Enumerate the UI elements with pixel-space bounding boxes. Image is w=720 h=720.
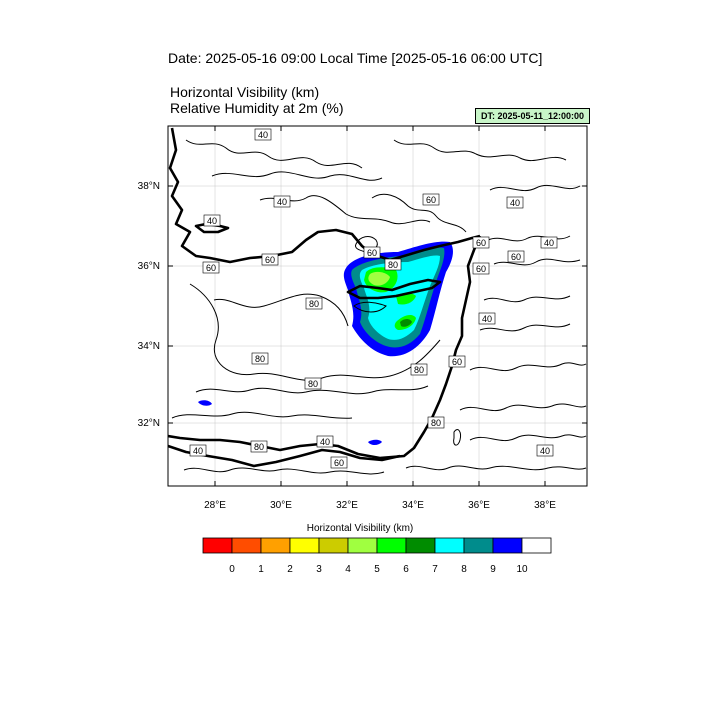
contour-label: 80 [254,442,264,452]
contour-label: 60 [265,255,275,265]
contour-label: 60 [476,238,486,248]
contour-label: 60 [511,252,521,262]
contour-label: 60 [334,458,344,468]
colorbar-swatch [202,537,233,554]
field-title-visibility: Horizontal Visibility (km) [170,84,320,100]
lon-label: 34°E [402,500,424,511]
lat-label: 36°N [138,261,160,272]
colorbar-swatch [318,537,349,554]
contour-label: 80 [414,365,424,375]
lon-label: 36°E [468,500,490,511]
longitude-labels: 28°E 30°E 32°E 34°E 36°E 38°E [204,500,556,511]
contour-label: 40 [482,314,492,324]
map-plot-area: 40 40 40 60 40 40 60 60 60 80 60 60 80 4… [168,126,587,486]
humidity-contours [171,139,587,475]
map-frame [167,125,588,487]
colorbar-swatch [260,537,291,554]
contour-label: 60 [452,357,462,367]
contour-label: 60 [206,263,216,273]
contour-label: 60 [367,248,377,258]
colorbar-swatch [347,537,378,554]
axis-ticks [168,126,587,486]
contour-label: 40 [540,446,550,456]
colorbar-swatch [231,537,262,554]
colorbar-tick-label: 1 [258,564,264,575]
contour-label: 80 [431,418,441,428]
contour-label: 80 [388,260,398,270]
contour-label: 80 [255,354,265,364]
colorbar-tick-labels: 0 1 2 3 4 5 6 7 8 9 10 [229,564,528,575]
colorbar-tick-label: 7 [432,564,438,575]
colorbar-tick-label: 5 [374,564,380,575]
colorbar-swatch [376,537,407,554]
date-title: Date: 2025-05-16 09:00 Local Time [2025-… [168,50,543,66]
contour-label: 40 [510,198,520,208]
contour-label: 40 [193,446,203,456]
field-title-humidity: Relative Humidity at 2m (%) [170,100,344,116]
colorbar-swatch [289,537,320,554]
lon-label: 30°E [270,500,292,511]
lat-label: 38°N [138,181,160,192]
contour-label: 80 [308,379,318,389]
contour-label: 60 [426,195,436,205]
contour-label: 40 [258,130,268,140]
colorbar-swatch [463,537,494,554]
contour-label: 40 [277,197,287,207]
colorbar-tick-label: 10 [516,564,528,575]
colorbar-tick-label: 9 [490,564,496,575]
contour-label: 80 [309,299,319,309]
colorbar [202,537,552,554]
colorbar-tick-label: 4 [345,564,351,575]
init-time-badge: DT: 2025-05-11_12:00:00 [475,108,590,124]
lat-label: 32°N [138,418,160,429]
lat-label: 34°N [138,341,160,352]
colorbar-tick-label: 3 [316,564,322,575]
colorbar-tick-label: 6 [403,564,409,575]
latitude-labels: 38°N 36°N 34°N 32°N [138,181,160,429]
lon-label: 28°E [204,500,226,511]
visibility-shading [198,241,453,445]
colorbar-tick-label: 8 [461,564,467,575]
lon-label: 38°E [534,500,556,511]
colorbar-tick-label: 2 [287,564,293,575]
contour-label: 40 [544,238,554,248]
colorbar-tick-label: 0 [229,564,235,575]
lon-label: 32°E [336,500,358,511]
colorbar-swatch [434,537,465,554]
contour-label: 40 [207,216,217,226]
contour-label: 40 [320,437,330,447]
colorbar-swatch [492,537,523,554]
contour-label: 60 [476,264,486,274]
colorbar-swatch [405,537,436,554]
colorbar-title: Horizontal Visibility (km) [306,523,414,534]
colorbar-swatch [521,537,552,554]
contour-label-group: 40 40 40 60 40 40 60 60 60 80 60 60 80 4… [189,128,558,469]
